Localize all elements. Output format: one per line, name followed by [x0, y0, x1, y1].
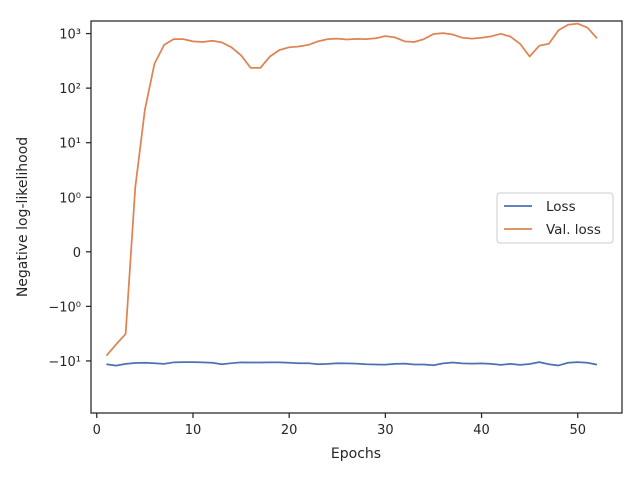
x-tick-label: 30: [377, 423, 394, 438]
y-tick-label: 0: [73, 246, 81, 261]
x-axis-label: Epochs: [331, 446, 381, 462]
x-tick-label: 50: [569, 423, 586, 438]
legend-loss-label: Loss: [546, 199, 576, 215]
legend-val-loss-label: Val. loss: [546, 222, 601, 238]
series-layer: [105, 22, 598, 367]
y-tick-label: 10²: [59, 82, 81, 97]
x-tick-label: 10: [185, 423, 202, 438]
x-tick-label: 20: [281, 423, 298, 438]
y-tick-label: 10³: [59, 28, 81, 43]
y-tick-label: 10⁰: [59, 191, 81, 206]
y-axis-ticks: −10¹ −10⁰ 0 10⁰ 10¹ 10² 10³: [48, 28, 91, 370]
x-tick-label: 40: [473, 423, 490, 438]
x-tick-label: 0: [93, 423, 101, 438]
x-axis-ticks: 0 10 20 30 40 50: [93, 413, 586, 438]
y-tick-label: −10¹: [48, 355, 81, 370]
val-loss-line: [105, 22, 598, 357]
y-tick-label: 10¹: [59, 137, 81, 152]
y-tick-label: −10⁰: [48, 300, 81, 315]
y-axis-label: Negative log-likelihood: [15, 137, 31, 297]
loss-line: [106, 361, 598, 367]
legend: Loss Val. loss: [496, 192, 614, 244]
plot-frame: [90, 20, 623, 414]
